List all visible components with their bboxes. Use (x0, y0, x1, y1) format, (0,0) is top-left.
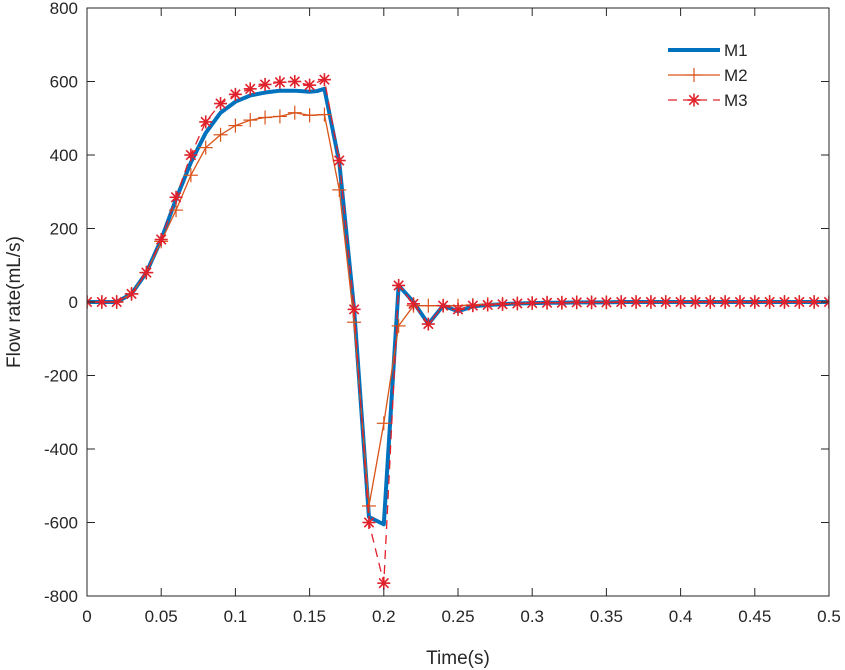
legend-entry-m3: M3 (668, 91, 748, 110)
y-tick-label: 0 (69, 293, 78, 312)
x-tick-label: 0 (82, 607, 91, 626)
data-point-m3 (763, 295, 777, 309)
data-point-m2 (183, 168, 198, 183)
data-point-m3 (792, 295, 806, 309)
data-point-m3 (629, 295, 643, 309)
data-point-m3 (466, 299, 480, 313)
x-axis-label: Time(s) (426, 648, 490, 669)
data-point-m3 (110, 295, 124, 309)
legend-label: M2 (724, 66, 748, 85)
data-point-m2 (213, 127, 228, 142)
data-point-m3 (481, 298, 495, 312)
x-tick-label: 0.35 (590, 607, 623, 626)
x-tick-label: 0.4 (669, 607, 693, 626)
data-point-m3 (777, 295, 791, 309)
data-point-m3 (674, 295, 688, 309)
data-point-m3 (139, 266, 153, 280)
data-point-m3 (243, 82, 257, 96)
x-tick-label: 0.05 (145, 607, 178, 626)
legend-label: M3 (724, 91, 748, 110)
data-point-m3 (555, 296, 569, 310)
series-m3 (87, 73, 829, 590)
data-point-m2 (317, 107, 332, 122)
data-point-m3 (169, 190, 183, 204)
data-point-m3 (748, 295, 762, 309)
data-point-m2 (391, 318, 406, 333)
data-point-m2 (421, 298, 436, 313)
data-point-m3 (436, 299, 450, 313)
x-tick-label: 0.1 (224, 607, 248, 626)
data-point-m3 (570, 295, 584, 309)
data-point-m2 (228, 118, 243, 133)
data-point-m3 (199, 115, 213, 129)
data-point-m3 (332, 154, 346, 168)
data-point-m3 (718, 295, 732, 309)
x-tick-label: 0.5 (817, 607, 841, 626)
x-tick-label: 0.45 (738, 607, 771, 626)
data-point-m3 (125, 287, 139, 301)
data-point-m3 (703, 295, 717, 309)
data-point-m3 (362, 516, 376, 529)
legend-entry-m2: M2 (668, 66, 748, 85)
data-point-m3 (184, 148, 198, 162)
data-point-m3 (317, 73, 331, 87)
y-tick-label: 600 (50, 73, 78, 92)
data-point-m3 (273, 75, 287, 89)
y-tick-label: 200 (50, 220, 78, 239)
data-point-m2 (287, 105, 302, 120)
data-point-m2 (198, 140, 213, 155)
data-point-m3 (807, 295, 821, 309)
data-point-m3 (614, 295, 628, 309)
y-tick-label: -200 (44, 367, 78, 386)
legend-entry-m1: M1 (668, 41, 748, 60)
data-point-m2 (258, 110, 273, 125)
legend-label: M1 (724, 41, 748, 60)
data-point-m3 (733, 295, 747, 309)
data-point-m3 (644, 295, 658, 309)
data-point-m3 (258, 77, 272, 91)
data-point-m3 (392, 278, 406, 292)
data-point-m2 (376, 416, 391, 431)
data-point-m3 (540, 296, 554, 310)
data-point-m3 (154, 233, 168, 247)
y-tick-label: 400 (50, 146, 78, 165)
y-tick-label: 800 (50, 0, 78, 18)
x-tick-label: 0.15 (293, 607, 326, 626)
data-point-m3 (228, 87, 242, 101)
x-tick-label: 0.25 (441, 607, 474, 626)
data-point-m2 (361, 498, 376, 513)
y-tick-label: -800 (44, 587, 78, 606)
x-tick-label: 0.3 (520, 607, 544, 626)
data-point-m2 (243, 113, 258, 128)
data-point-m3 (347, 302, 361, 316)
x-tick-label: 0.2 (372, 607, 396, 626)
data-point-m3 (421, 317, 435, 331)
data-point-m3 (451, 302, 465, 316)
data-point-m2 (332, 182, 347, 197)
data-point-m3 (585, 295, 599, 309)
y-axis-label: Flow rate(mL/s) (4, 236, 25, 368)
data-point-m3 (406, 297, 420, 311)
y-tick-label: -600 (44, 514, 78, 533)
data-point-m3 (95, 295, 109, 309)
series-layer (87, 73, 829, 590)
data-point-m3 (496, 297, 510, 311)
data-point-m2 (302, 108, 317, 123)
legend: M1 M2 M3 (668, 41, 748, 110)
data-point-m3 (659, 295, 673, 309)
data-point-m3 (510, 296, 524, 310)
data-point-m3 (688, 295, 702, 309)
data-point-m3 (303, 78, 317, 92)
data-point-m2 (272, 109, 287, 124)
data-point-m3 (525, 296, 539, 310)
y-tick-label: -400 (44, 440, 78, 459)
axes-layer: 0 0.05 0.1 0.15 0.2 0.25 0.3 0.35 0.4 0.45 0.5 -800… (44, 0, 841, 626)
data-point-m3 (377, 576, 391, 590)
data-point-m3 (288, 75, 302, 88)
data-point-m3 (599, 295, 613, 309)
data-point-m3 (214, 97, 228, 111)
